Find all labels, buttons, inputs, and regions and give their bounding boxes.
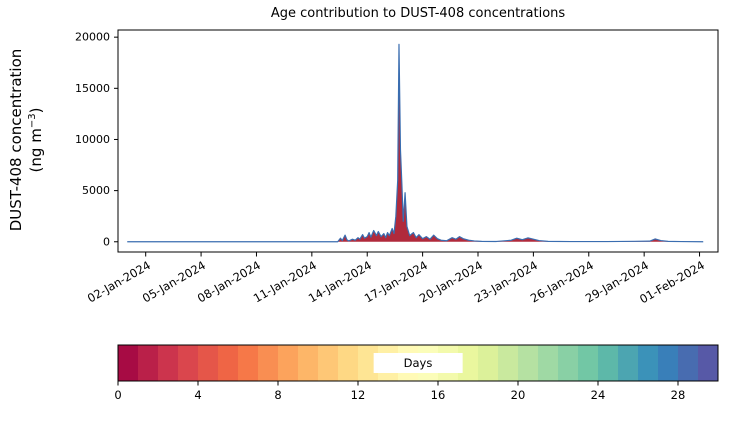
colorbar-segment — [198, 345, 219, 381]
colorbar-segment — [338, 345, 359, 381]
colorbar-segment — [318, 345, 339, 381]
colorbar-segment — [358, 345, 379, 381]
colorbar-segment — [538, 345, 559, 381]
colorbar-tick-label: 24 — [591, 388, 606, 402]
colorbar-segment — [298, 345, 319, 381]
colorbar-segment — [698, 345, 719, 381]
colorbar-segment — [178, 345, 199, 381]
colorbar-segment — [218, 345, 239, 381]
chart-title: Age contribution to DUST-408 concentrati… — [270, 6, 566, 21]
colorbar-segment — [458, 345, 479, 381]
colorbar-segment — [558, 345, 579, 381]
colorbar-label: Days — [373, 353, 463, 373]
colorbar-segment — [478, 345, 499, 381]
colorbar-segment — [118, 345, 139, 381]
y-axis-unit: (ng m−3) — [27, 108, 45, 173]
colorbar-tick-label: 4 — [194, 388, 201, 402]
colorbar-segment — [158, 345, 179, 381]
y-tick-label: 0 — [103, 235, 110, 248]
y-tick-label: 20000 — [75, 31, 110, 44]
colorbar-segment — [658, 345, 679, 381]
colorbar-tick-label: 28 — [671, 388, 686, 402]
colorbar-segment — [678, 345, 699, 381]
y-axis-unit-exponent: −3 — [27, 113, 38, 129]
colorbar-tick-label: 16 — [431, 388, 446, 402]
area-series-outline — [127, 43, 704, 243]
axes-frame — [117, 29, 719, 253]
colorbar-segment — [578, 345, 599, 381]
colorbar-segment — [518, 345, 539, 381]
colorbar-segment — [138, 345, 159, 381]
colorbar-segment — [638, 345, 659, 381]
colorbar-segment — [598, 345, 619, 381]
area-series-fill — [127, 44, 704, 242]
colorbar-tick-label: 20 — [511, 388, 526, 402]
colorbar-tick-label: 0 — [114, 388, 121, 402]
y-axis-unit-suffix: ) — [27, 107, 45, 114]
colorbar-tick-label: 8 — [274, 388, 281, 402]
colorbar-segment — [498, 345, 519, 381]
colorbar-segment — [238, 345, 259, 381]
colorbar-segment — [278, 345, 299, 381]
y-axis-unit-prefix: (ng m — [27, 128, 45, 173]
colorbar-segment — [618, 345, 639, 381]
colorbar-tick-label: 12 — [351, 388, 366, 402]
y-axis-label-line1: DUST-408 concentration — [6, 48, 25, 232]
colorbar-segment — [258, 345, 279, 381]
y-tick-label: 15000 — [75, 82, 110, 95]
colorbar-frame — [117, 344, 719, 382]
y-tick-label: 5000 — [82, 184, 110, 197]
y-axis-label: DUST-408 concentration (ng m−3) — [6, 49, 47, 232]
y-tick-label: 10000 — [75, 133, 110, 146]
